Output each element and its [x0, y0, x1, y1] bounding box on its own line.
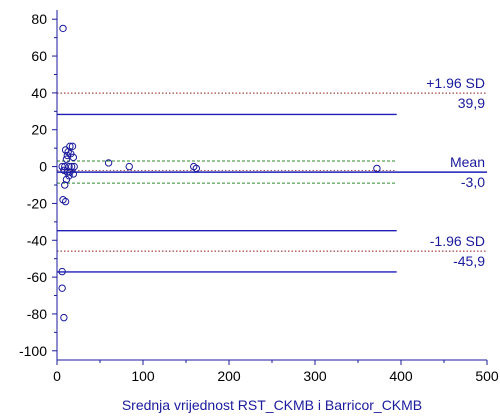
y-tick-label: 40	[31, 85, 47, 101]
data-point	[58, 284, 66, 292]
y-tick-label: 0	[39, 159, 47, 175]
data-point	[60, 313, 68, 322]
y-tick-label: 80	[31, 11, 47, 27]
data-point	[62, 155, 71, 163]
data-point	[65, 172, 73, 180]
data-point	[104, 159, 113, 167]
y-tick-label: -80	[27, 306, 47, 322]
data-point	[69, 153, 78, 162]
x-tick-label: 100	[131, 368, 155, 384]
x-tick-label: 500	[475, 368, 499, 384]
line-labels: +1.96 SD 39,9 Mean -3,0 -1.96 SD -45,9	[426, 75, 485, 269]
x-tick-label: 0	[53, 368, 61, 384]
upper-loa-label: +1.96 SD	[426, 75, 485, 91]
data-point	[69, 170, 78, 178]
data-point	[61, 181, 69, 189]
data-point	[373, 164, 381, 173]
reference-lines	[57, 92, 487, 273]
data-point	[58, 267, 66, 276]
data-point	[61, 197, 70, 206]
y-tick-label: -60	[27, 269, 47, 285]
y-tick-label: 60	[31, 48, 47, 64]
y-tick-label: 20	[31, 122, 47, 138]
x-tick-label: 300	[303, 368, 327, 384]
lower-loa-label: -1.96 SD	[430, 233, 485, 249]
x-tick-label: 400	[389, 368, 413, 384]
data-point	[68, 142, 77, 151]
mean-value: -3,0	[461, 174, 485, 190]
data-point	[125, 162, 133, 171]
data-point	[192, 164, 201, 173]
data-point	[70, 162, 78, 171]
x-axis-label: Srednja vrijednost RST_CKMB i Barricor_C…	[122, 397, 422, 413]
y-tick-label: -20	[27, 195, 47, 211]
y-tick-label: -100	[19, 343, 47, 359]
data-points	[58, 24, 381, 322]
x-tick-label: 200	[217, 368, 241, 384]
upper-loa-value: 39,9	[458, 95, 485, 111]
lower-loa-value: -45,9	[453, 253, 485, 269]
y-tick-label: -40	[27, 232, 47, 248]
mean-label: Mean	[450, 154, 485, 170]
data-point	[59, 24, 67, 33]
